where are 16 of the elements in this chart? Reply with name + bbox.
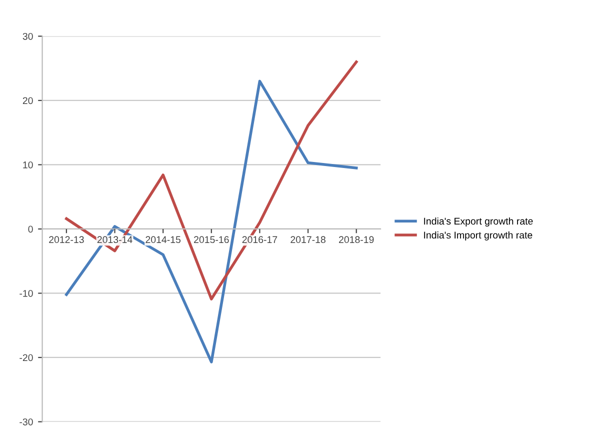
y-tick-label: 30 <box>22 32 33 40</box>
y-tick-label: 20 <box>22 97 33 104</box>
x-tick-label: 2018-19 <box>339 236 374 244</box>
y-tick-label: -10 <box>20 290 33 297</box>
legend-label: India's Export growth rate <box>424 217 533 227</box>
y-tick-label: 0 <box>28 226 33 233</box>
x-tick-label: 2016-17 <box>242 236 278 244</box>
legend-label: India's Import growth rate <box>424 231 532 240</box>
x-tick-label: 2015-16 <box>194 236 229 244</box>
y-tick-label: -30 <box>20 418 33 426</box>
y-tick-label: 10 <box>23 161 33 168</box>
y-tick-label: -20 <box>20 354 33 362</box>
x-tick-label: 2012-13 <box>49 236 84 244</box>
x-tick-label: 2013-14 <box>97 236 132 244</box>
x-tick-label: 2017-18 <box>290 236 326 244</box>
x-tick-label: 2014-15 <box>146 236 181 244</box>
